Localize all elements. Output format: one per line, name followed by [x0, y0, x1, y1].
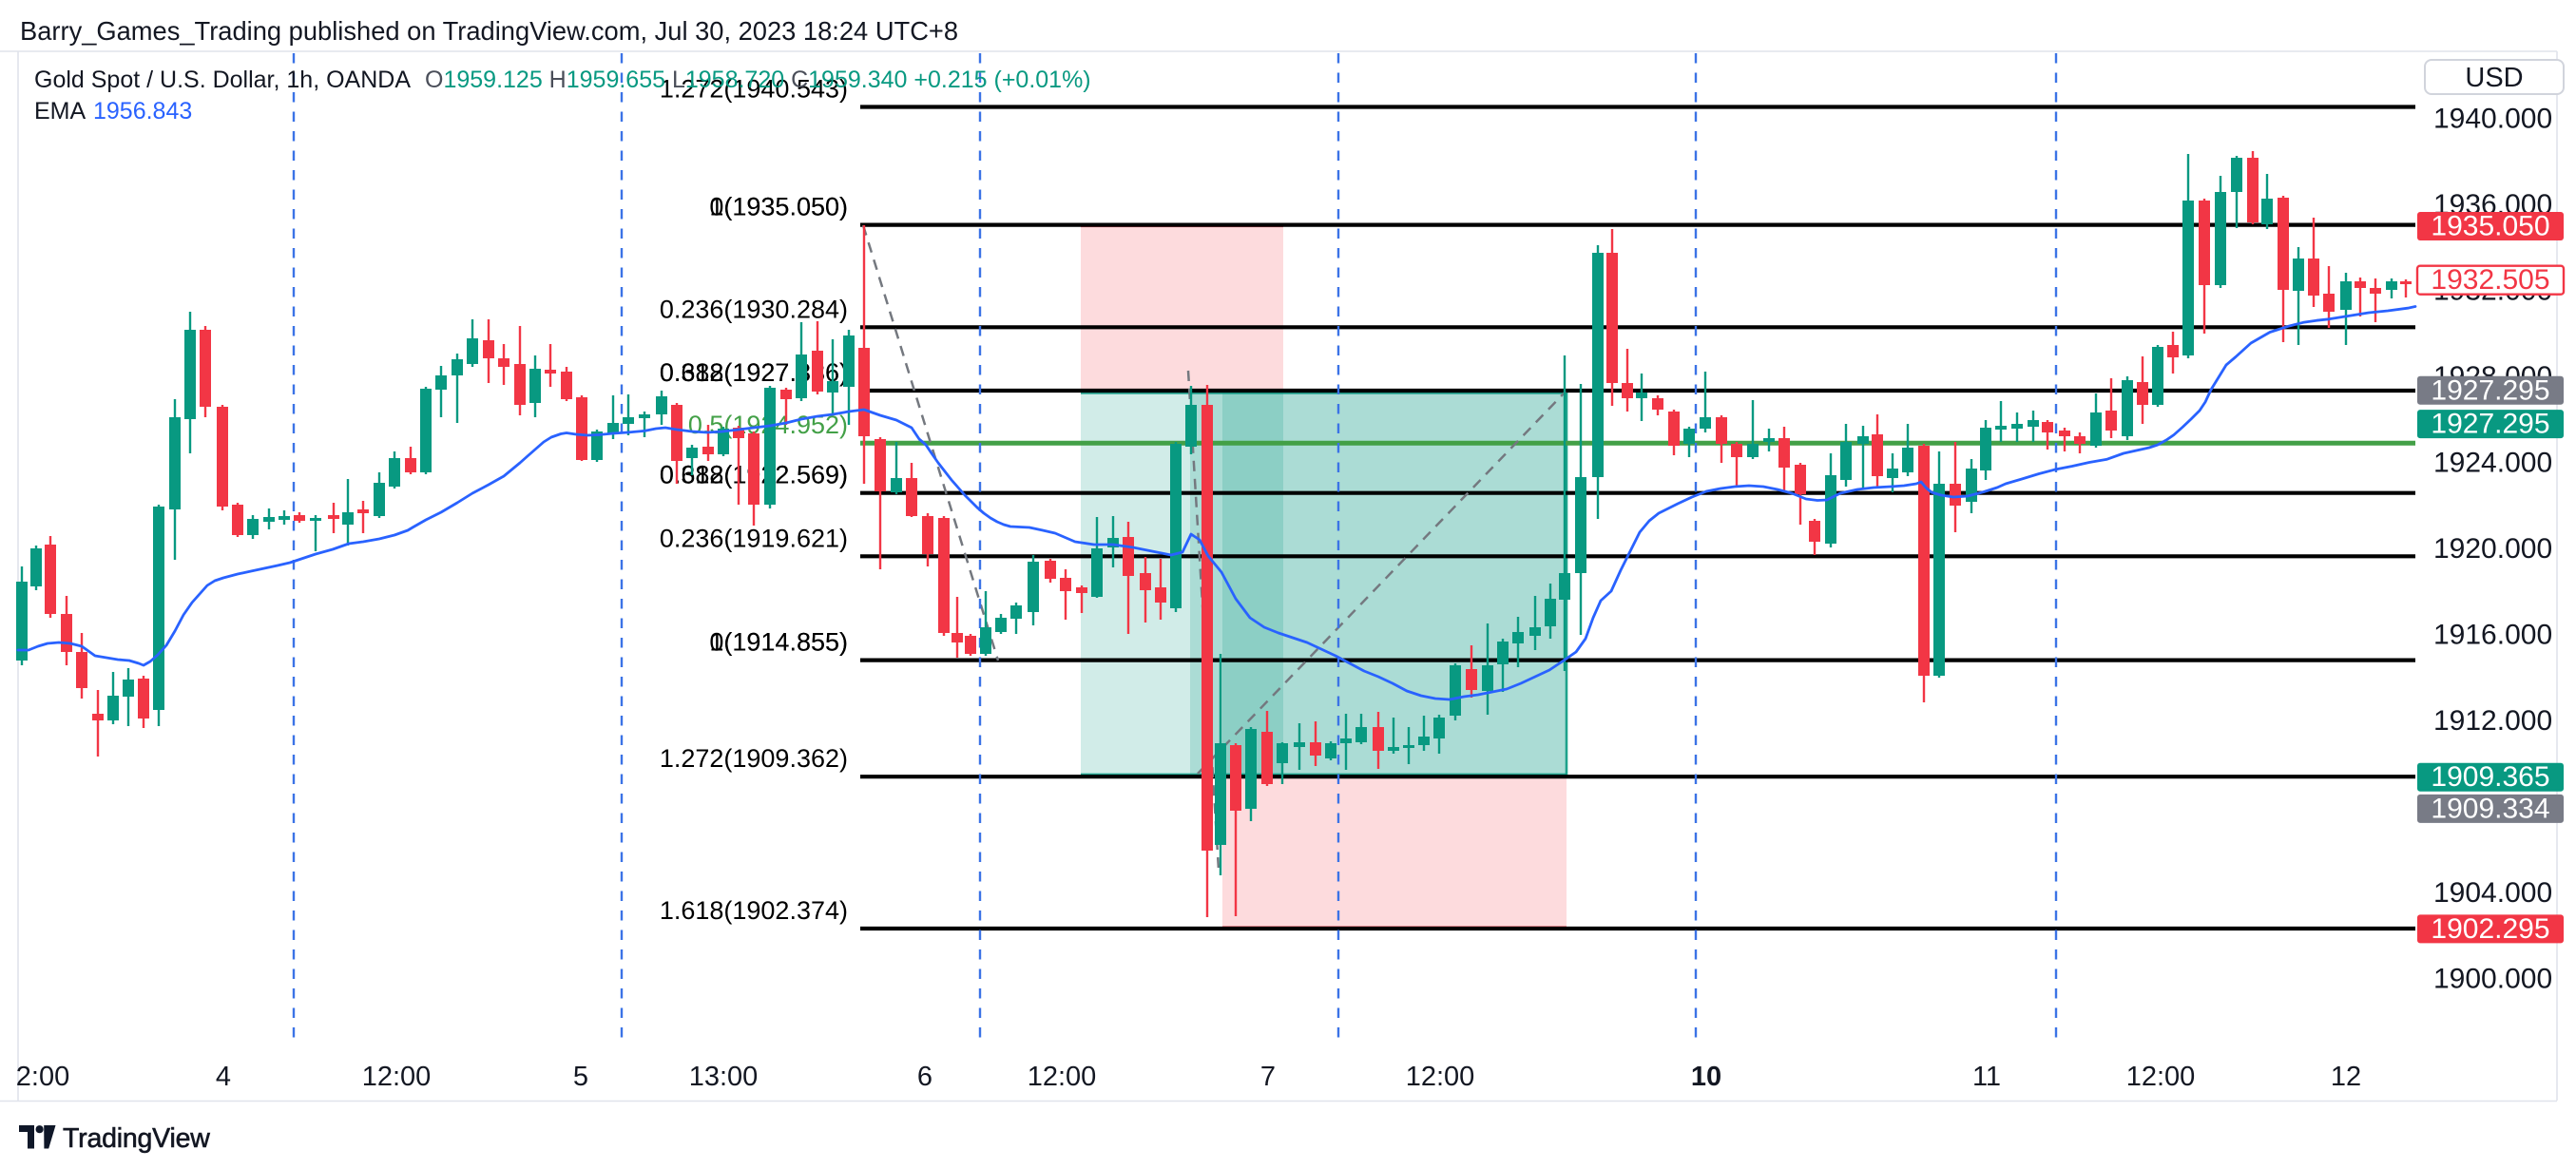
svg-text:1940.000: 1940.000	[2433, 104, 2552, 135]
svg-text:6: 6	[917, 1062, 932, 1092]
svg-text:1924.000: 1924.000	[2433, 448, 2552, 479]
svg-text:1(1935.050): 1(1935.050)	[709, 193, 848, 221]
svg-text:TradingView: TradingView	[63, 1123, 210, 1154]
svg-text:1935.050: 1935.050	[2431, 211, 2549, 242]
svg-text:Barry_Games_Trading published: Barry_Games_Trading published on Trading…	[20, 16, 958, 46]
svg-text:12:00: 12:00	[1406, 1062, 1475, 1092]
svg-text:1902.295: 1902.295	[2431, 913, 2549, 945]
svg-text:1909.334: 1909.334	[2431, 793, 2549, 824]
svg-text:4: 4	[216, 1062, 231, 1092]
svg-text:1904.000: 1904.000	[2433, 877, 2552, 909]
svg-text:1.618(1902.374): 1.618(1902.374)	[660, 896, 848, 925]
svg-text:Gold Spot / U.S. Dollar, 1h, O: Gold Spot / U.S. Dollar, 1h, OANDA	[34, 67, 411, 93]
svg-text:7: 7	[1260, 1062, 1276, 1092]
svg-text:12:00: 12:00	[1028, 1062, 1097, 1092]
svg-text:2:00: 2:00	[16, 1062, 69, 1092]
svg-text:1927.295: 1927.295	[2431, 409, 2549, 440]
svg-text:1932.505: 1932.505	[2431, 264, 2549, 296]
svg-text:1920.000: 1920.000	[2433, 533, 2552, 565]
svg-text:1900.000: 1900.000	[2433, 963, 2552, 994]
svg-text:11: 11	[1972, 1062, 2001, 1092]
svg-text:USD: USD	[2465, 63, 2523, 93]
svg-text:1(1914.855): 1(1914.855)	[709, 628, 848, 657]
svg-text:12: 12	[2331, 1062, 2361, 1092]
svg-text:0(1914.855): 0(1914.855)	[709, 628, 848, 657]
svg-text:EMA: EMA	[34, 98, 87, 125]
svg-text:O1959.125 H1959.655 L1958.72: O1959.125 H1959.655 L1958.720 C1959.340 …	[425, 67, 1091, 93]
svg-text:1.272(1909.362): 1.272(1909.362)	[660, 744, 848, 773]
svg-text:10: 10	[1691, 1062, 1721, 1092]
svg-text:5: 5	[573, 1062, 588, 1092]
svg-text:1912.000: 1912.000	[2433, 705, 2552, 737]
svg-text:1916.000: 1916.000	[2433, 620, 2552, 651]
svg-text:1927.295: 1927.295	[2431, 374, 2549, 406]
svg-text:13:00: 13:00	[689, 1062, 759, 1092]
svg-text:12:00: 12:00	[362, 1062, 432, 1092]
svg-text:1909.365: 1909.365	[2431, 761, 2549, 793]
svg-text:0(1935.050): 0(1935.050)	[709, 193, 848, 221]
svg-text:0.236(1919.621): 0.236(1919.621)	[660, 524, 848, 552]
svg-text:12:00: 12:00	[2126, 1062, 2196, 1092]
svg-text:0.236(1930.284): 0.236(1930.284)	[660, 295, 848, 323]
svg-text:1.272(1940.543): 1.272(1940.543)	[660, 75, 848, 104]
svg-text:1956.843: 1956.843	[93, 98, 192, 125]
